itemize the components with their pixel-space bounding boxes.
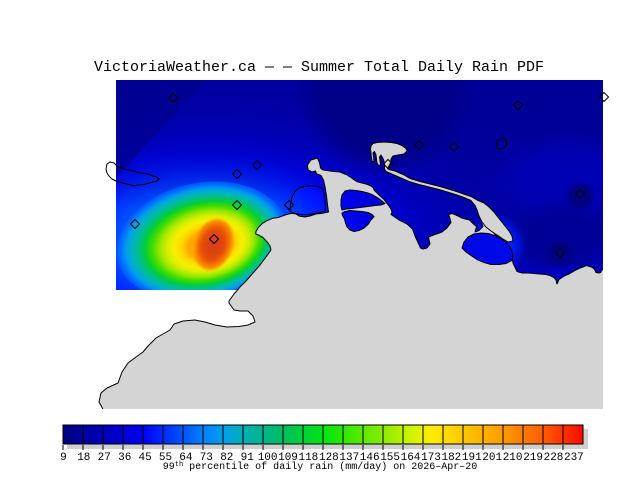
- svg-text:128: 128: [319, 452, 339, 464]
- svg-text:201: 201: [482, 452, 502, 464]
- svg-text:109: 109: [278, 452, 298, 464]
- svg-text:118: 118: [298, 452, 318, 464]
- svg-text:82: 82: [220, 452, 233, 464]
- svg-text:36: 36: [118, 452, 131, 464]
- svg-text:137: 137: [339, 452, 359, 464]
- svg-text:237: 237: [564, 452, 584, 464]
- svg-text:27: 27: [98, 452, 111, 464]
- svg-text:91: 91: [241, 452, 255, 464]
- svg-text:VictoriaWeather.ca — — Summer: VictoriaWeather.ca — — Summer Total Dail…: [94, 59, 544, 76]
- svg-text:146: 146: [360, 452, 380, 464]
- svg-text:100: 100: [258, 452, 278, 464]
- svg-text:9: 9: [60, 452, 67, 464]
- svg-text:45: 45: [138, 452, 151, 464]
- svg-text:99th percentile of daily rain: 99th percentile of daily rain (mm/day) o…: [163, 461, 477, 473]
- svg-text:219: 219: [523, 452, 543, 464]
- svg-text:228: 228: [544, 452, 564, 464]
- svg-text:18: 18: [77, 452, 90, 464]
- svg-text:210: 210: [503, 452, 523, 464]
- svg-text:173: 173: [421, 452, 441, 464]
- svg-text:73: 73: [200, 452, 213, 464]
- svg-text:64: 64: [179, 452, 193, 464]
- svg-text:55: 55: [159, 452, 172, 464]
- svg-text:155: 155: [380, 452, 400, 464]
- svg-text:182: 182: [441, 452, 461, 464]
- svg-text:164: 164: [401, 452, 421, 464]
- svg-text:191: 191: [462, 452, 482, 464]
